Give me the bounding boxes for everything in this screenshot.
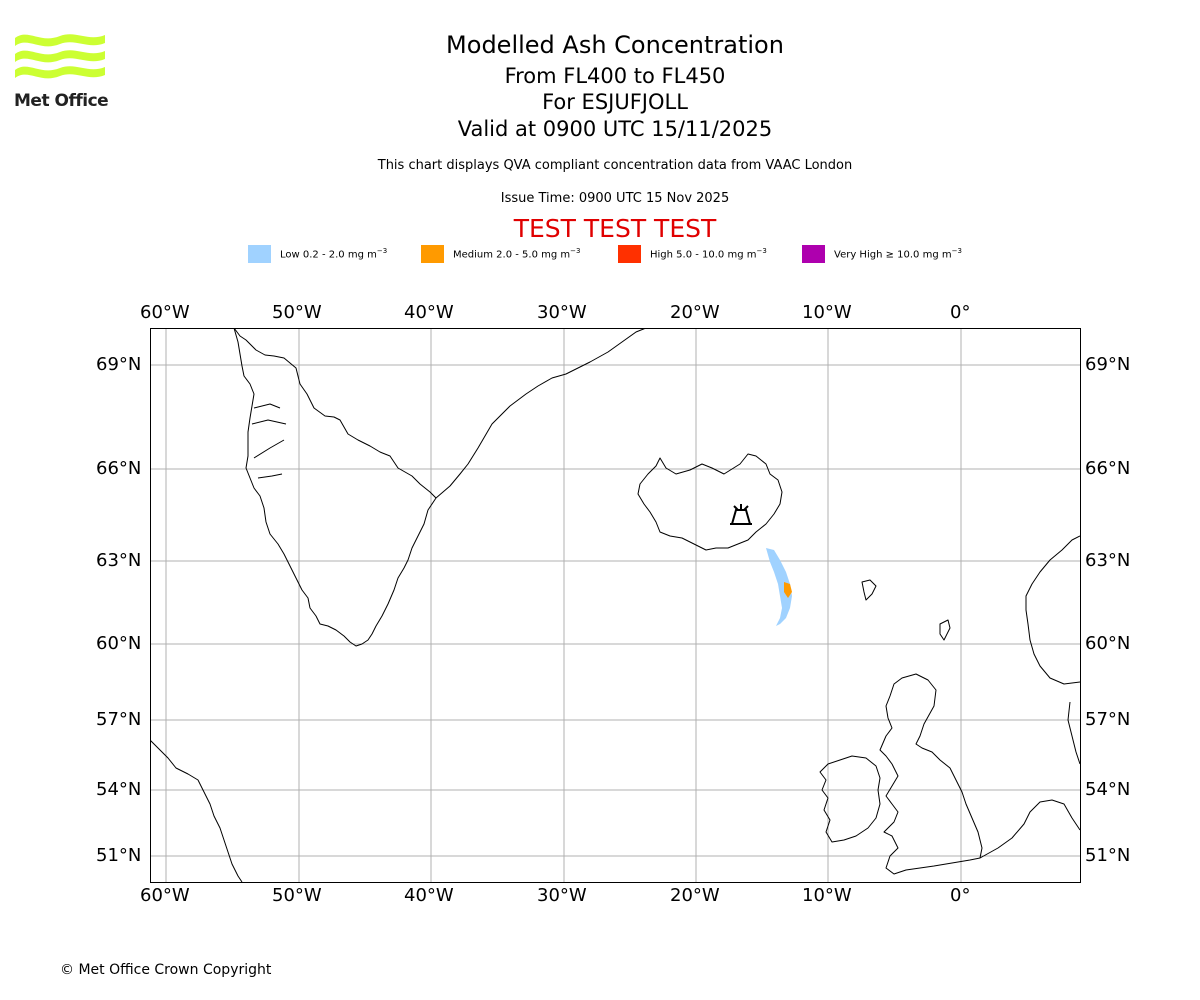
ash-medium-region	[784, 582, 792, 598]
coastline-iceland	[637, 453, 783, 551]
lat-tick: 66°N	[96, 458, 142, 479]
lon-tick: 40°W	[404, 885, 454, 906]
lon-tick: 10°W	[802, 302, 852, 323]
lon-tick: 20°W	[670, 885, 720, 906]
test-banner: TEST TEST TEST	[513, 214, 717, 243]
coastline-greenland-fjord	[253, 439, 285, 459]
coastline-greenland-fjord	[257, 473, 283, 479]
coastline-greenland-east	[233, 328, 437, 647]
lat-tick: 51°N	[96, 845, 142, 866]
map-frame	[150, 328, 1081, 883]
coastline-denmark	[1067, 701, 1080, 765]
logo-text: Met Office	[14, 91, 109, 111]
legend-label-medium: Medium 2.0 - 5.0 mg m−3	[453, 247, 581, 261]
volcano-icon	[730, 504, 752, 525]
legend-label-high: High 5.0 - 10.0 mg m−3	[650, 247, 767, 261]
lon-tick: 10°W	[802, 885, 852, 906]
ash-low-region	[766, 548, 792, 626]
lon-tick: 50°W	[272, 885, 322, 906]
lon-tick: 50°W	[272, 302, 322, 323]
issue-time: Issue Time: 0900 UTC 15 Nov 2025	[500, 191, 730, 206]
lat-tick: 66°N	[1085, 458, 1131, 479]
copyright-notice: © Met Office Crown Copyright	[60, 962, 272, 978]
chart-description: This chart displays QVA compliant concen…	[377, 158, 853, 173]
coastline-norway	[1025, 535, 1080, 685]
volcano-name: For ESJUFJOLL	[542, 90, 688, 114]
flight-level-range: From FL400 to FL450	[504, 64, 726, 88]
legend-label-low: Low 0.2 - 2.0 mg m−3	[280, 247, 388, 261]
lat-tick: 63°N	[96, 550, 142, 571]
lon-tick: 40°W	[404, 302, 454, 323]
coastline-shetland	[939, 619, 951, 641]
valid-time: Valid at 0900 UTC 15/11/2025	[457, 117, 773, 141]
lon-tick: 0°	[950, 302, 971, 323]
lat-tick: 51°N	[1085, 845, 1131, 866]
legend-swatch-very-high	[802, 245, 825, 263]
lat-tick: 54°N	[1085, 779, 1131, 800]
coastline-ireland	[819, 755, 881, 843]
lon-tick: 30°W	[537, 302, 587, 323]
lat-tick: 69°N	[96, 354, 142, 375]
ash-plume	[766, 548, 792, 626]
coastline-continent	[979, 799, 1080, 859]
coastline-greenland-fjord	[253, 403, 281, 409]
coastline-faroes	[861, 579, 877, 601]
chart-title: Modelled Ash Concentration	[446, 31, 784, 59]
legend-label-very-high: Very High ≥ 10.0 mg m−3	[834, 247, 962, 261]
lat-tick: 60°N	[1085, 633, 1131, 654]
legend-swatch-medium	[421, 245, 444, 263]
legend-swatch-low	[248, 245, 271, 263]
legend-swatch-high	[618, 245, 641, 263]
lon-tick: 60°W	[140, 885, 190, 906]
coastlines	[150, 328, 1080, 882]
lat-tick: 54°N	[96, 779, 142, 800]
lat-tick: 57°N	[1085, 709, 1131, 730]
lat-tick: 63°N	[1085, 550, 1131, 571]
lon-tick: 30°W	[537, 885, 587, 906]
graticule	[150, 328, 1080, 882]
lat-tick: 57°N	[96, 709, 142, 730]
met-office-logo	[14, 30, 106, 92]
coastline-labrador	[150, 739, 243, 882]
lon-tick: 0°	[950, 885, 971, 906]
lat-tick: 69°N	[1085, 354, 1131, 375]
coastline-scotland	[879, 673, 983, 875]
coastline-greenland-fjord	[251, 419, 287, 425]
met-office-logo-icon	[15, 34, 105, 79]
lon-tick: 60°W	[140, 302, 190, 323]
lon-tick: 20°W	[670, 302, 720, 323]
coastline-greenland	[233, 328, 647, 499]
lat-tick: 60°N	[96, 633, 142, 654]
